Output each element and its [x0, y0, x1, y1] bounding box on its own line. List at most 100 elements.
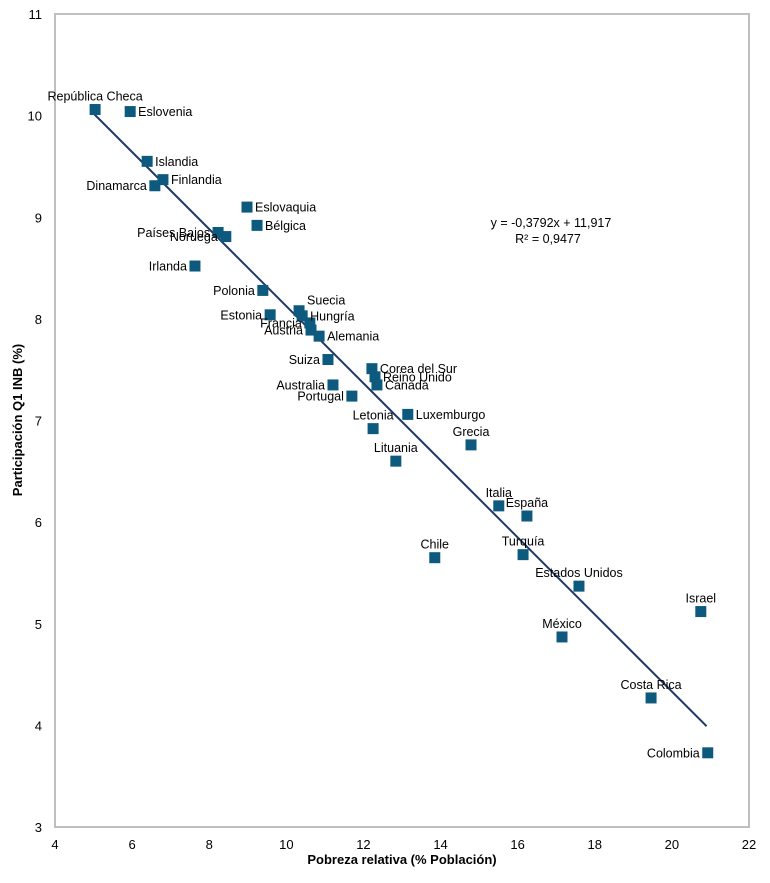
y-axis-ticks: 3 4 5 6 7 8 9 10 11 [28, 7, 42, 835]
data-point [390, 455, 402, 467]
data-point [264, 309, 276, 321]
x-tick-label: 10 [279, 837, 293, 852]
data-point [305, 324, 317, 336]
point-label: Portugal [297, 390, 344, 404]
data-point [429, 552, 441, 564]
x-tick-label: 22 [742, 837, 756, 852]
data-point [521, 510, 533, 522]
point-label: República Checa [47, 90, 142, 104]
data-point [366, 363, 378, 375]
data-point [371, 379, 383, 391]
x-tick-label: 12 [356, 837, 370, 852]
y-tick-label: 10 [28, 109, 42, 124]
data-point [212, 226, 224, 238]
data-point [220, 231, 232, 243]
y-axis-title: Participación Q1 INB (%) [10, 344, 25, 496]
point-label: Islandia [155, 155, 198, 169]
point-label: Chile [421, 538, 450, 552]
y-tick-label: 9 [35, 210, 42, 225]
point-label: Canadá [385, 378, 429, 392]
point-label: Australia [276, 378, 325, 392]
point-label: Corea del Sur [380, 362, 457, 376]
data-point [327, 379, 339, 391]
x-axis-title: Pobreza relativa (% Población) [307, 852, 496, 867]
point-label: Polonia [213, 284, 255, 298]
x-tick-label: 6 [128, 837, 135, 852]
x-tick-label: 14 [433, 837, 447, 852]
data-point [369, 371, 381, 383]
data-point [313, 330, 325, 342]
data-point [322, 354, 334, 366]
point-label: Turquía [502, 535, 545, 549]
x-tick-label: 16 [510, 837, 524, 852]
data-point [157, 174, 169, 186]
y-tick-label: 4 [35, 718, 42, 733]
trendline-r-squared: R² = 0,9477 [515, 232, 581, 246]
point-label: Colombia [647, 746, 700, 760]
data-point [695, 606, 707, 618]
point-label: Eslovenia [138, 105, 192, 119]
trendline-equation: y = -0,3792x + 11,917 [491, 216, 612, 230]
data-point [346, 390, 358, 402]
data-point [402, 408, 414, 420]
data-point [124, 106, 136, 118]
point-label: Finlandia [171, 173, 222, 187]
point-label: Italia [486, 486, 512, 500]
data-points [89, 104, 714, 759]
point-label: Costa Rica [620, 678, 681, 692]
point-label: Alemania [327, 330, 379, 344]
y-tick-label: 5 [35, 617, 42, 632]
point-label: Hungría [310, 309, 355, 323]
data-point [517, 549, 529, 561]
x-tick-label: 20 [665, 837, 679, 852]
x-tick-label: 18 [588, 837, 602, 852]
data-point [251, 219, 263, 231]
x-axis-ticks: 4 6 8 10 12 14 16 18 20 22 [51, 837, 756, 852]
point-label: Francia [260, 316, 302, 330]
data-point [465, 439, 477, 451]
point-label: Noruega [170, 230, 218, 244]
data-point [89, 104, 101, 116]
point-label: Reino Unido [383, 370, 452, 384]
point-label: Austria [264, 324, 303, 338]
point-label: Luxemburgo [416, 408, 486, 422]
point-label: Estonia [220, 308, 262, 322]
point-label: Israel [686, 592, 717, 606]
y-tick-label: 11 [29, 7, 43, 22]
point-label: Irlanda [149, 260, 187, 274]
y-tick-label: 6 [35, 515, 42, 530]
y-tick-label: 8 [35, 312, 42, 327]
data-point [296, 310, 308, 322]
data-point [702, 747, 714, 759]
data-point [257, 284, 269, 296]
data-point [189, 260, 201, 272]
data-point [141, 155, 153, 167]
point-label: Eslovaquia [255, 201, 316, 215]
data-point [645, 692, 657, 704]
point-label: España [506, 496, 548, 510]
point-label: Letonia [353, 409, 394, 423]
data-point [241, 201, 253, 213]
point-label: Suecia [307, 294, 345, 308]
data-point [149, 180, 161, 192]
y-tick-label: 7 [35, 414, 42, 429]
data-point [367, 423, 379, 435]
x-tick-label: 4 [51, 837, 58, 852]
y-tick-label: 3 [35, 820, 42, 835]
trendline-group [92, 112, 708, 727]
point-label: México [542, 617, 582, 631]
data-point [573, 580, 585, 592]
point-label: Países Bajos [137, 226, 210, 240]
point-label: Suiza [289, 353, 320, 367]
point-label: Lituania [374, 441, 418, 455]
point-label: Estados Unidos [535, 566, 623, 580]
x-tick-label: 8 [206, 837, 213, 852]
point-label: Dinamarca [86, 179, 146, 193]
data-point [493, 500, 505, 512]
trendline [92, 112, 708, 727]
data-point [304, 317, 316, 329]
data-point [556, 631, 568, 643]
point-label: Grecia [453, 425, 490, 439]
